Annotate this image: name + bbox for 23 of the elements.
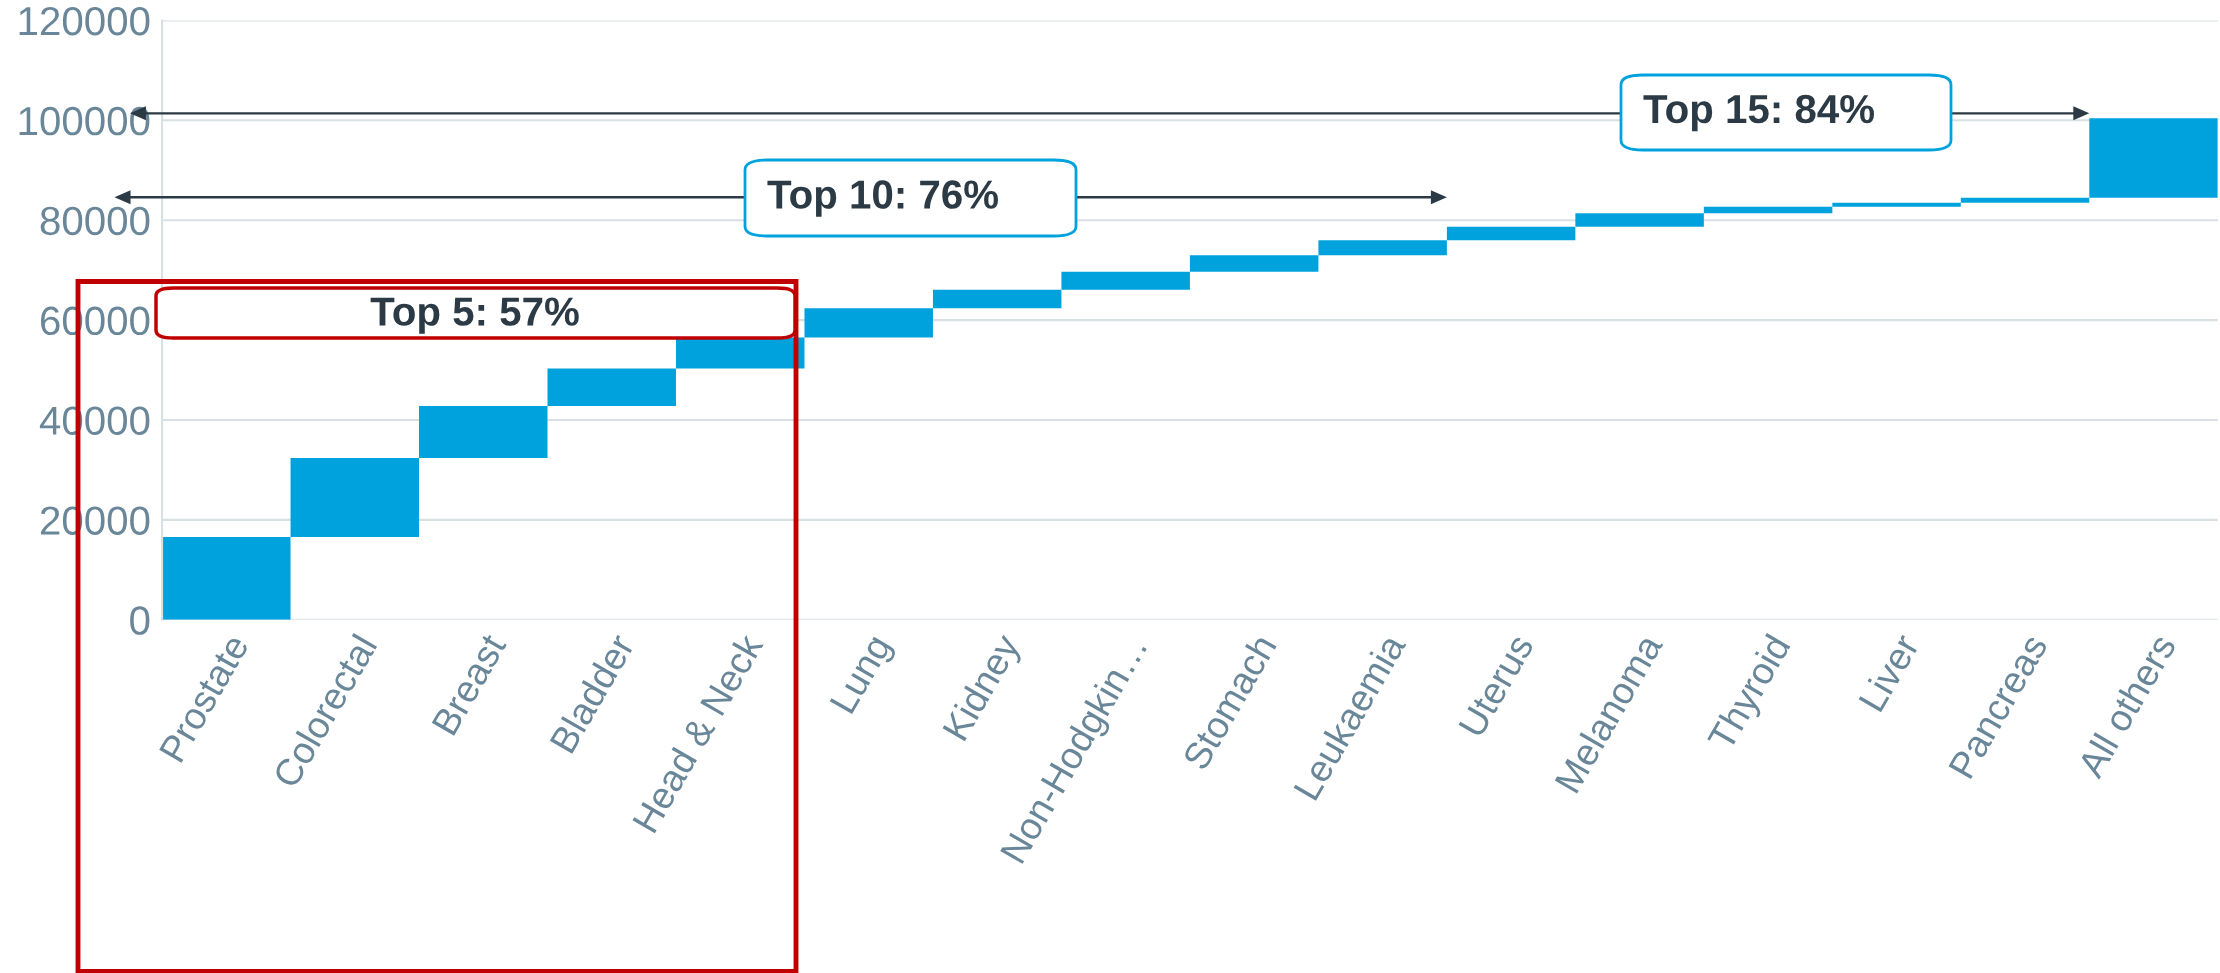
bar	[1703, 206, 1833, 214]
bar	[1189, 255, 1319, 272]
y-tick-label: 120000	[19, 6, 150, 36]
bar	[804, 308, 933, 338]
bar	[2089, 118, 2218, 198]
bar	[932, 289, 1062, 309]
bar	[1446, 226, 1576, 241]
bar	[1575, 213, 1704, 227]
annotation: Top 15: 84%	[1643, 94, 1874, 132]
y-tick-label: 0	[130, 606, 150, 635]
bar	[1832, 202, 1961, 207]
bar	[675, 337, 805, 369]
annotation: Top 10: 76%	[767, 180, 998, 217]
bar	[1960, 197, 2090, 203]
bar	[547, 368, 676, 407]
bar	[162, 536, 291, 620]
bar	[1061, 271, 1190, 290]
y-tick-label: 100000	[19, 106, 150, 136]
bar	[419, 406, 548, 458]
bar	[290, 457, 420, 537]
y-tick-label: 80000	[40, 206, 150, 236]
annotation: Top 5: 57%	[370, 297, 579, 334]
bar	[1318, 240, 1447, 256]
